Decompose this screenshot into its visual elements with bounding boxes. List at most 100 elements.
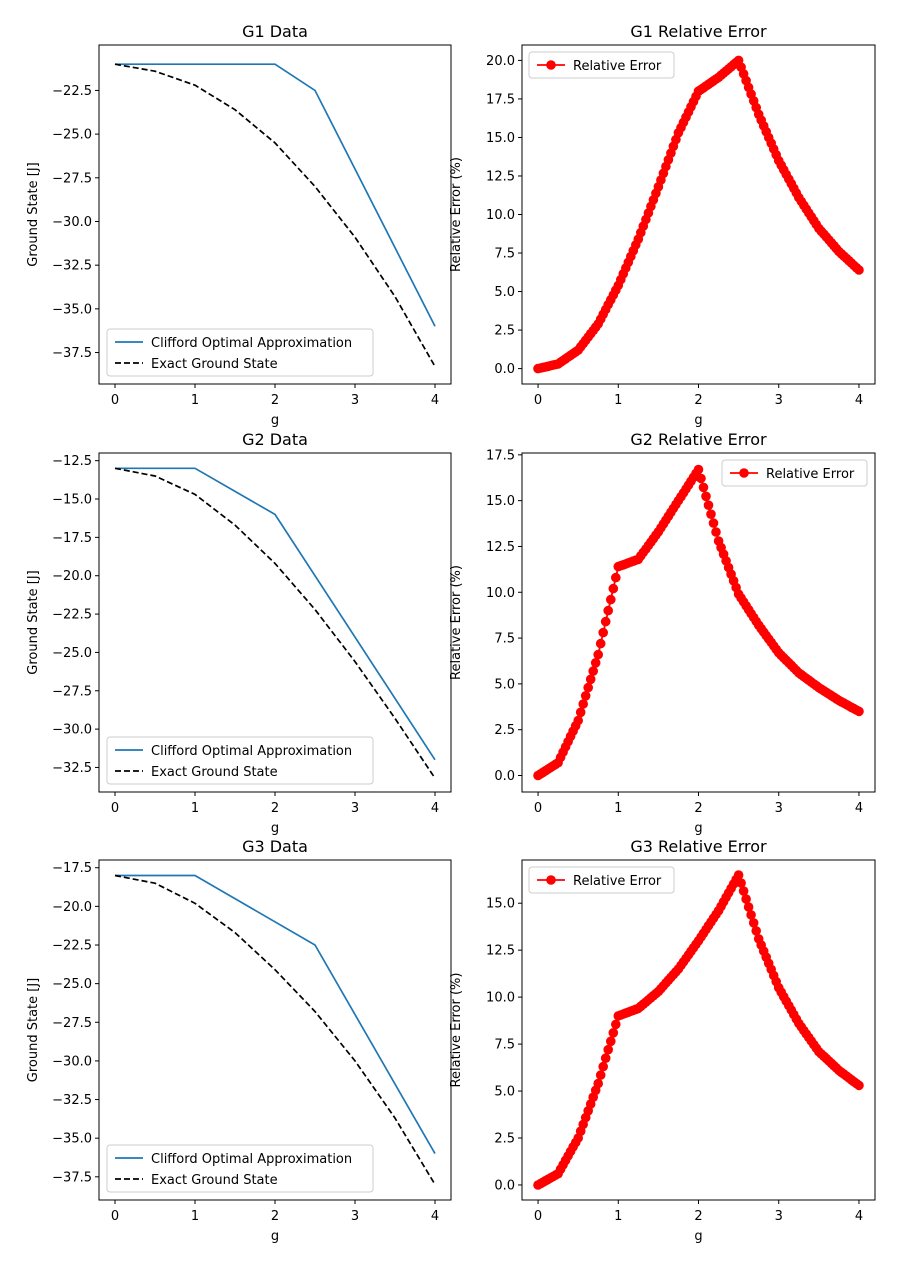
error-marker	[698, 482, 709, 493]
legend-box	[528, 51, 675, 79]
error-marker	[703, 500, 714, 511]
x-tick-label: 1	[614, 393, 622, 408]
legend-box	[721, 459, 868, 487]
y-tick-label: 2.5	[494, 324, 515, 339]
legend-box	[528, 866, 675, 894]
error-marker	[595, 1070, 606, 1080]
y-tick-label: −12.5	[52, 454, 92, 469]
legend-box	[106, 736, 374, 785]
g1-error-chart: G1 Relative Error 0 1 2 3 4 0.0 2.5 5.0 7.5 10.0 12…	[449, 22, 876, 428]
error-marker	[573, 715, 583, 726]
g2-error-chart: G2 Relative Error 0 1 2 3 4 0.0 2.5 5.0 7.5 10.0 12…	[449, 430, 876, 836]
error-marker	[608, 1028, 619, 1038]
legend: Clifford Optimal Approximation Exact Grou…	[106, 1144, 374, 1193]
x-tick-label: 4	[855, 1209, 863, 1224]
x-tick-label: 3	[775, 801, 783, 816]
g1-data-chart: G1 Data 0 1 2 3 4 −22.5 −25.0 −27.5 −30.0 −32.5 −35…	[26, 22, 452, 428]
y-tick-label: 2.5	[494, 723, 515, 738]
y-tick-label: −25.0	[52, 977, 92, 992]
y-tick-label: 2.5	[494, 1132, 515, 1147]
error-marker	[611, 572, 621, 583]
error-marker	[590, 658, 601, 668]
chart-title: G2 Relative Error	[630, 430, 767, 449]
x-tick-label: 3	[775, 393, 783, 408]
legend-label: Clifford Optimal Approximation	[151, 336, 352, 351]
x-tick-label: 2	[694, 393, 702, 408]
chart-title: G1 Data	[242, 22, 308, 41]
y-tick-label: 12.5	[486, 540, 515, 555]
error-marker	[578, 699, 588, 709]
error-marker	[748, 918, 759, 928]
y-tick-label: −22.5	[52, 84, 92, 99]
y-tick-label: 7.5	[494, 1038, 515, 1053]
y-tick-label: 0.0	[494, 1178, 515, 1193]
x-tick-label: 4	[431, 1209, 439, 1224]
error-marker	[701, 491, 711, 502]
y-tick-label: −15.0	[52, 493, 92, 508]
y-tick-label: −22.5	[52, 608, 92, 623]
chart-title: G3 Relative Error	[630, 837, 767, 856]
x-tick-label: 1	[191, 1209, 199, 1224]
y-tick-label: 12.5	[486, 944, 515, 959]
legend-label: Exact Ground State	[151, 765, 278, 780]
legend-label: Relative Error	[573, 874, 662, 889]
y-tick-label: 20.0	[486, 54, 515, 69]
y-tick-label: −25.0	[52, 646, 92, 661]
error-marker	[743, 902, 754, 912]
error-marker	[600, 1053, 611, 1063]
y-tick-label: 12.5	[486, 169, 515, 184]
g2-data-chart: G2 Data 0 1 2 3 4 −12.5 −15.0 −17.5 −20.0 −22.5 −25…	[26, 430, 452, 836]
y-tick-label: −22.5	[52, 939, 92, 954]
error-marker	[611, 1019, 621, 1030]
legend-label: Relative Error	[766, 467, 855, 482]
y-tick-label: 5.0	[494, 1085, 515, 1100]
y-tick-label: −25.0	[52, 128, 92, 143]
x-tick-label: 3	[351, 801, 359, 816]
error-marker	[593, 649, 603, 660]
x-tick-label: 3	[351, 393, 359, 408]
x-axis-label: g	[271, 821, 279, 836]
y-tick-label: 15.0	[486, 131, 515, 146]
x-tick-label: 4	[855, 393, 863, 408]
series-line-clifford-approximation	[115, 467, 436, 761]
y-axis-label: Ground State [J]	[26, 978, 41, 1082]
y-tick-label: 7.5	[494, 247, 515, 262]
y-tick-label: 7.5	[494, 632, 515, 647]
legend-label: Clifford Optimal Approximation	[151, 1152, 352, 1167]
error-marker	[603, 1044, 613, 1055]
x-tick-label: 2	[271, 801, 279, 816]
x-tick-label: 3	[775, 1209, 783, 1224]
error-marker	[608, 583, 619, 594]
x-tick-label: 0	[534, 393, 542, 408]
series-line-clifford-approximation	[115, 874, 436, 1155]
g3-data-chart: G3 Data 0 1 2 3 4 −17.5 −20.0 −22.5 −25.0 −27.5 −30…	[26, 837, 452, 1244]
legend: Relative Error	[528, 51, 675, 79]
y-axis-label: Relative Error (%)	[449, 157, 464, 272]
y-tick-label: −32.5	[52, 761, 92, 776]
y-tick-label: 17.5	[486, 448, 515, 463]
x-tick-label: 4	[855, 801, 863, 816]
error-marker	[708, 518, 719, 528]
x-tick-label: 0	[111, 393, 119, 408]
x-tick-label: 0	[111, 1209, 119, 1224]
y-axis-label: Relative Error (%)	[449, 973, 464, 1088]
error-marker	[600, 616, 611, 627]
y-tick-label: 5.0	[494, 285, 515, 300]
error-marker	[575, 707, 586, 718]
y-tick-label: −35.0	[52, 1132, 92, 1147]
legend: Relative Error	[721, 459, 868, 487]
y-tick-label: −37.5	[52, 346, 92, 361]
x-tick-label: 2	[271, 393, 279, 408]
y-axis-label: Ground State [J]	[26, 162, 41, 266]
error-marker	[751, 926, 761, 936]
y-tick-label: −32.5	[52, 259, 92, 274]
error-marker	[598, 627, 608, 638]
x-axis-label: g	[694, 1229, 702, 1244]
x-tick-label: 0	[534, 801, 542, 816]
legend-marker	[546, 875, 556, 885]
y-axis-label: Relative Error (%)	[449, 565, 464, 680]
y-tick-label: −20.0	[52, 569, 92, 584]
legend-label: Exact Ground State	[151, 357, 278, 372]
error-marker	[854, 265, 864, 275]
